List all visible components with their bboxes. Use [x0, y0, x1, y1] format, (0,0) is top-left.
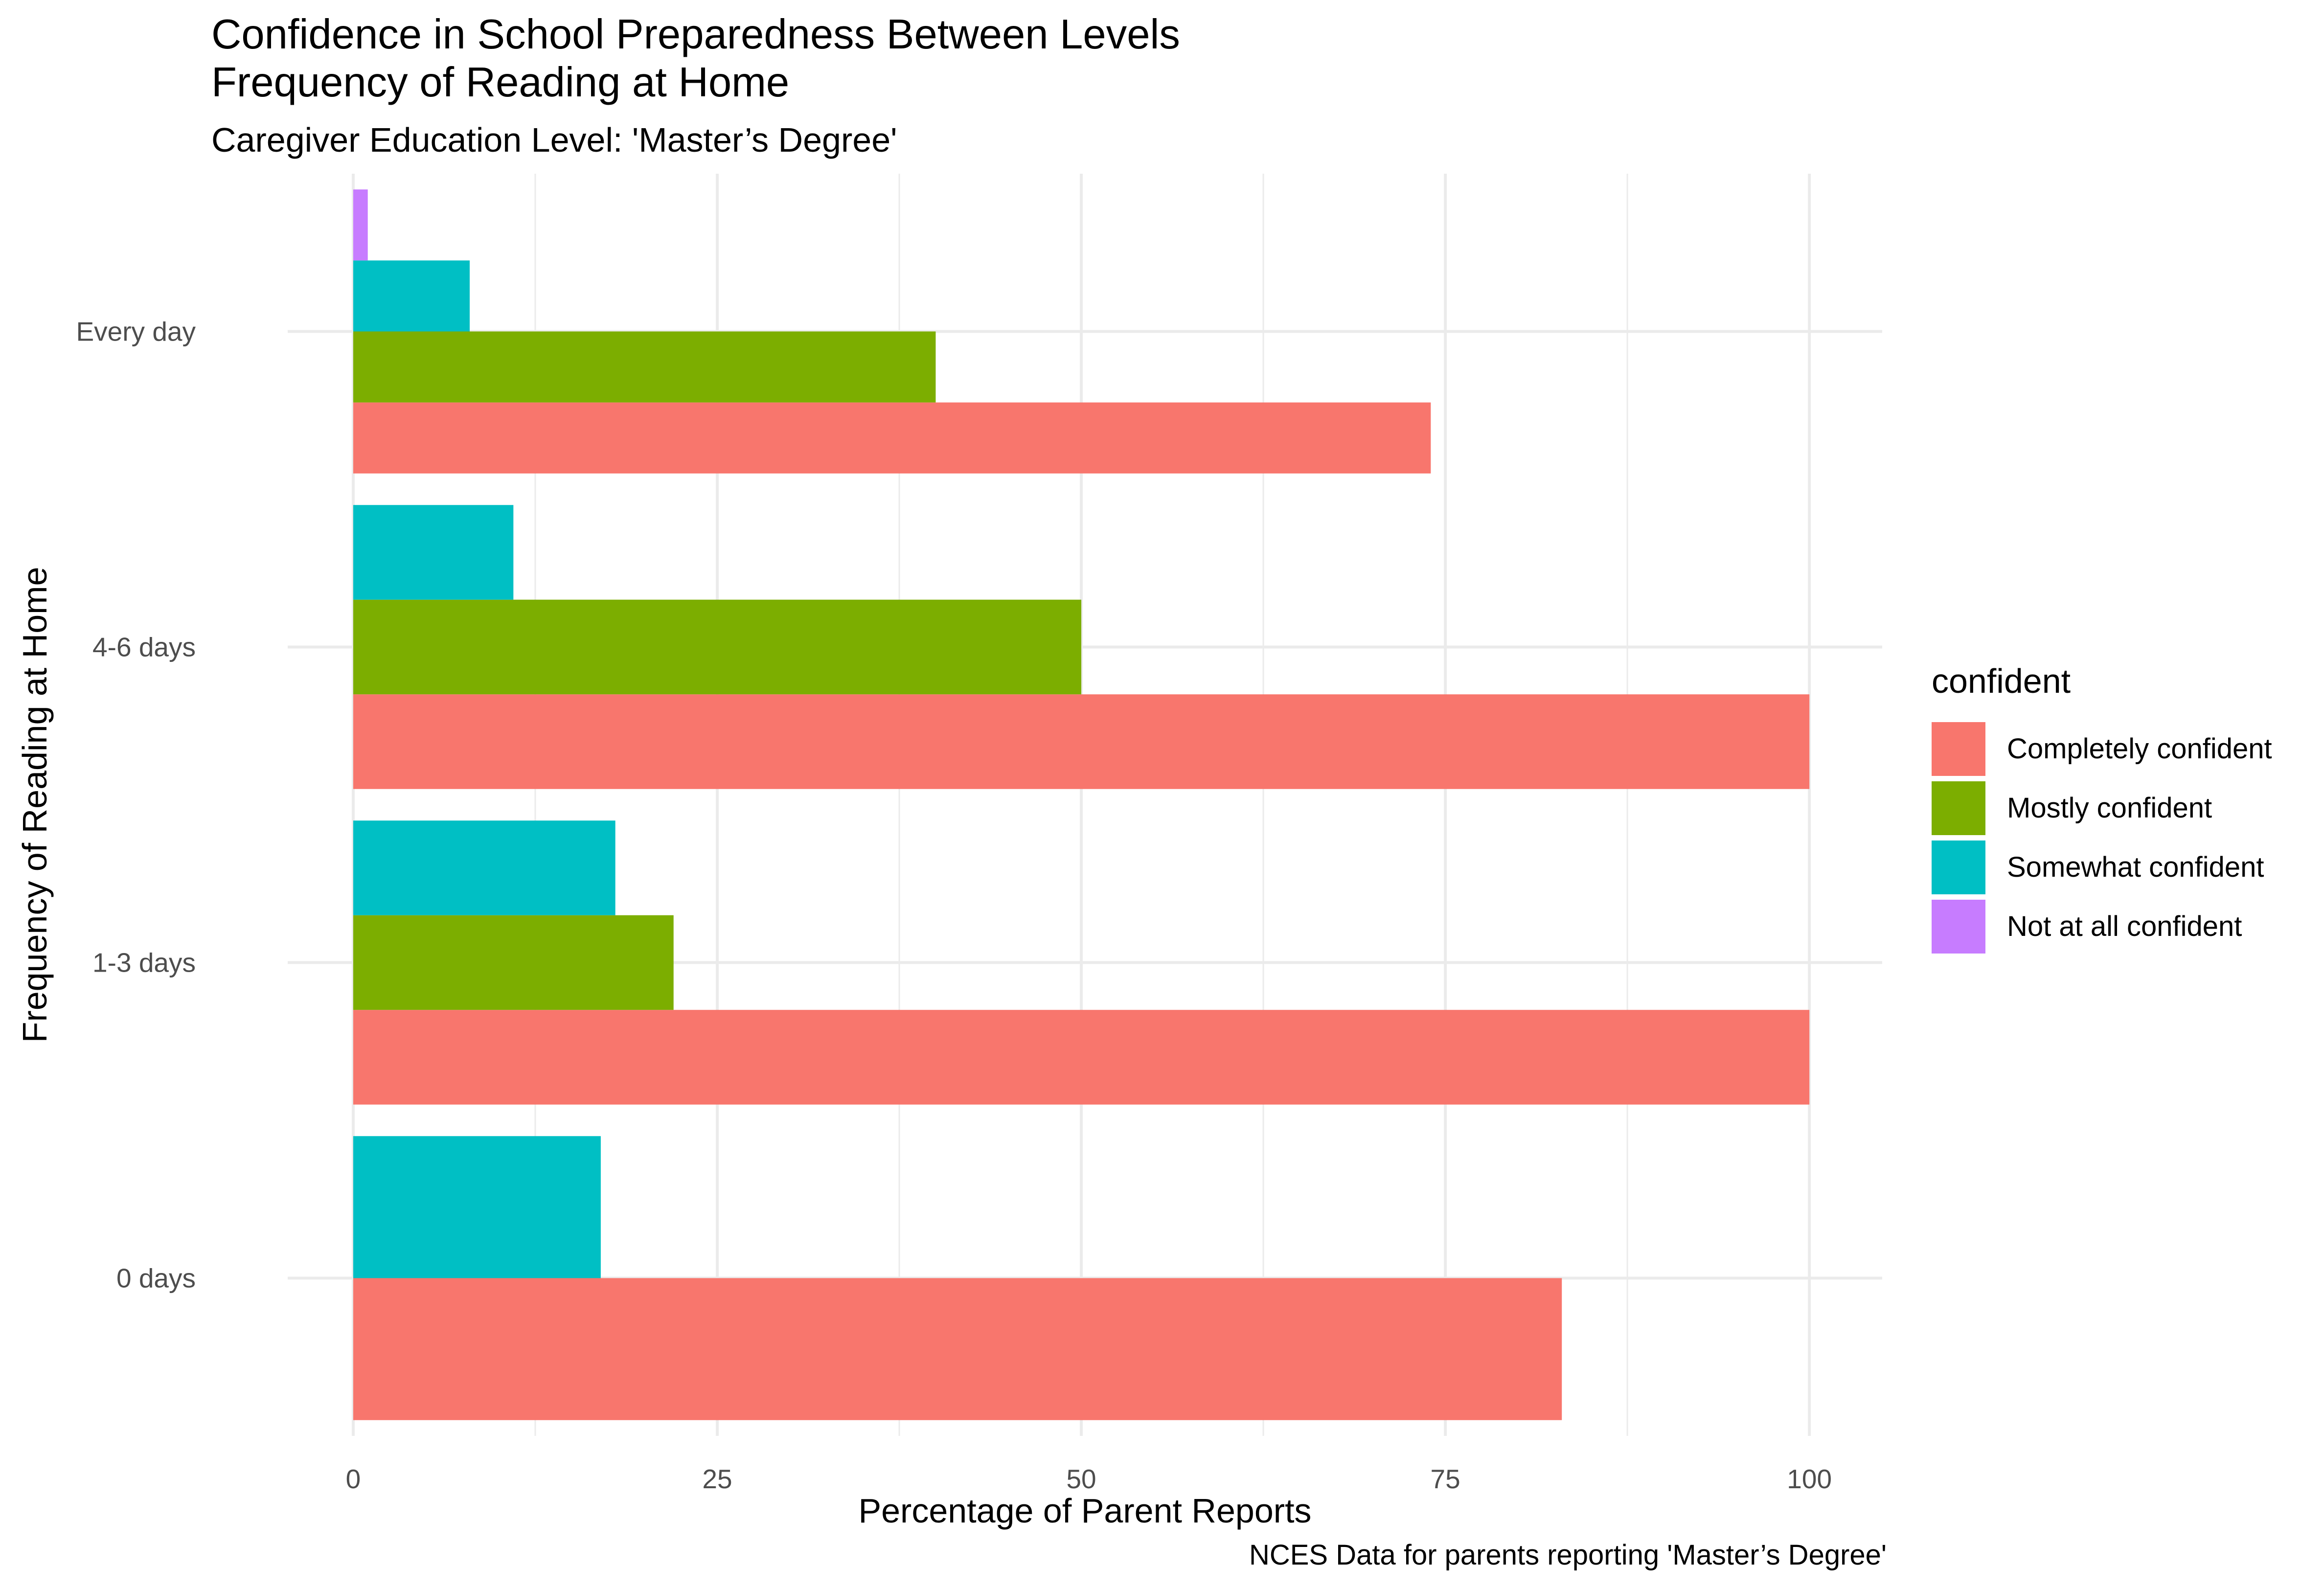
- legend-item: Somewhat confident: [1932, 838, 2272, 897]
- legend-label: Mostly confident: [2007, 792, 2212, 824]
- y-tick-label: 0 days: [116, 1263, 196, 1294]
- bar-somewhat-confident: [353, 505, 514, 600]
- bar-completely-confident: [353, 402, 1431, 474]
- bar-mostly-confident: [353, 915, 674, 1010]
- title-block: Confidence in School Preparedness Betwee…: [211, 11, 1386, 160]
- x-tick-label: 100: [1787, 1464, 1832, 1494]
- bar-somewhat-confident: [353, 260, 470, 332]
- x-tick-label: 0: [346, 1464, 361, 1494]
- legend: confident Completely confident Mostly con…: [1932, 661, 2272, 956]
- chart-caption: NCES Data for parents reporting 'Master’…: [1249, 1539, 1887, 1571]
- y-axis-title: Frequency of Reading at Home: [16, 567, 54, 1043]
- y-tick-label: 4-6 days: [92, 632, 196, 662]
- y-tick-label: 1-3 days: [92, 948, 196, 978]
- legend-key: [1932, 840, 1985, 894]
- chart-title: Confidence in School Preparedness Betwee…: [211, 11, 1180, 106]
- legend-label: Completely confident: [2007, 733, 2272, 765]
- x-tick-label: 75: [1431, 1464, 1460, 1494]
- x-tick-label: 25: [702, 1464, 732, 1494]
- x-tick-label: 50: [1066, 1464, 1096, 1494]
- bar-completely-confident: [353, 694, 1810, 789]
- legend-item: Mostly confident: [1932, 778, 2272, 838]
- bar-completely-confident: [353, 1278, 1562, 1420]
- bar-somewhat-confident: [353, 820, 615, 915]
- legend-label: Somewhat confident: [2007, 851, 2264, 883]
- legend-key: [1932, 781, 1985, 835]
- x-axis-title: Percentage of Parent Reports: [858, 1492, 1311, 1530]
- legend-key: [1932, 722, 1985, 776]
- chart-subtitle: Caregiver Education Level: 'Master’s Deg…: [211, 121, 897, 159]
- y-tick-label: Every day: [76, 317, 196, 347]
- bar-mostly-confident: [353, 599, 1082, 695]
- bar-somewhat-confident: [353, 1136, 601, 1278]
- legend-label: Not at all confident: [2007, 910, 2242, 942]
- legend-item: Completely confident: [1932, 719, 2272, 778]
- legend-title: confident: [1932, 662, 2071, 700]
- bar-not-at-all-confident: [353, 189, 368, 261]
- bar-mostly-confident: [353, 331, 936, 403]
- legend-key: [1932, 899, 1985, 954]
- legend-items: Completely confident Mostly confident Some…: [1932, 719, 2272, 956]
- legend-item: Not at all confident: [1932, 897, 2272, 956]
- bar-completely-confident: [353, 1010, 1810, 1105]
